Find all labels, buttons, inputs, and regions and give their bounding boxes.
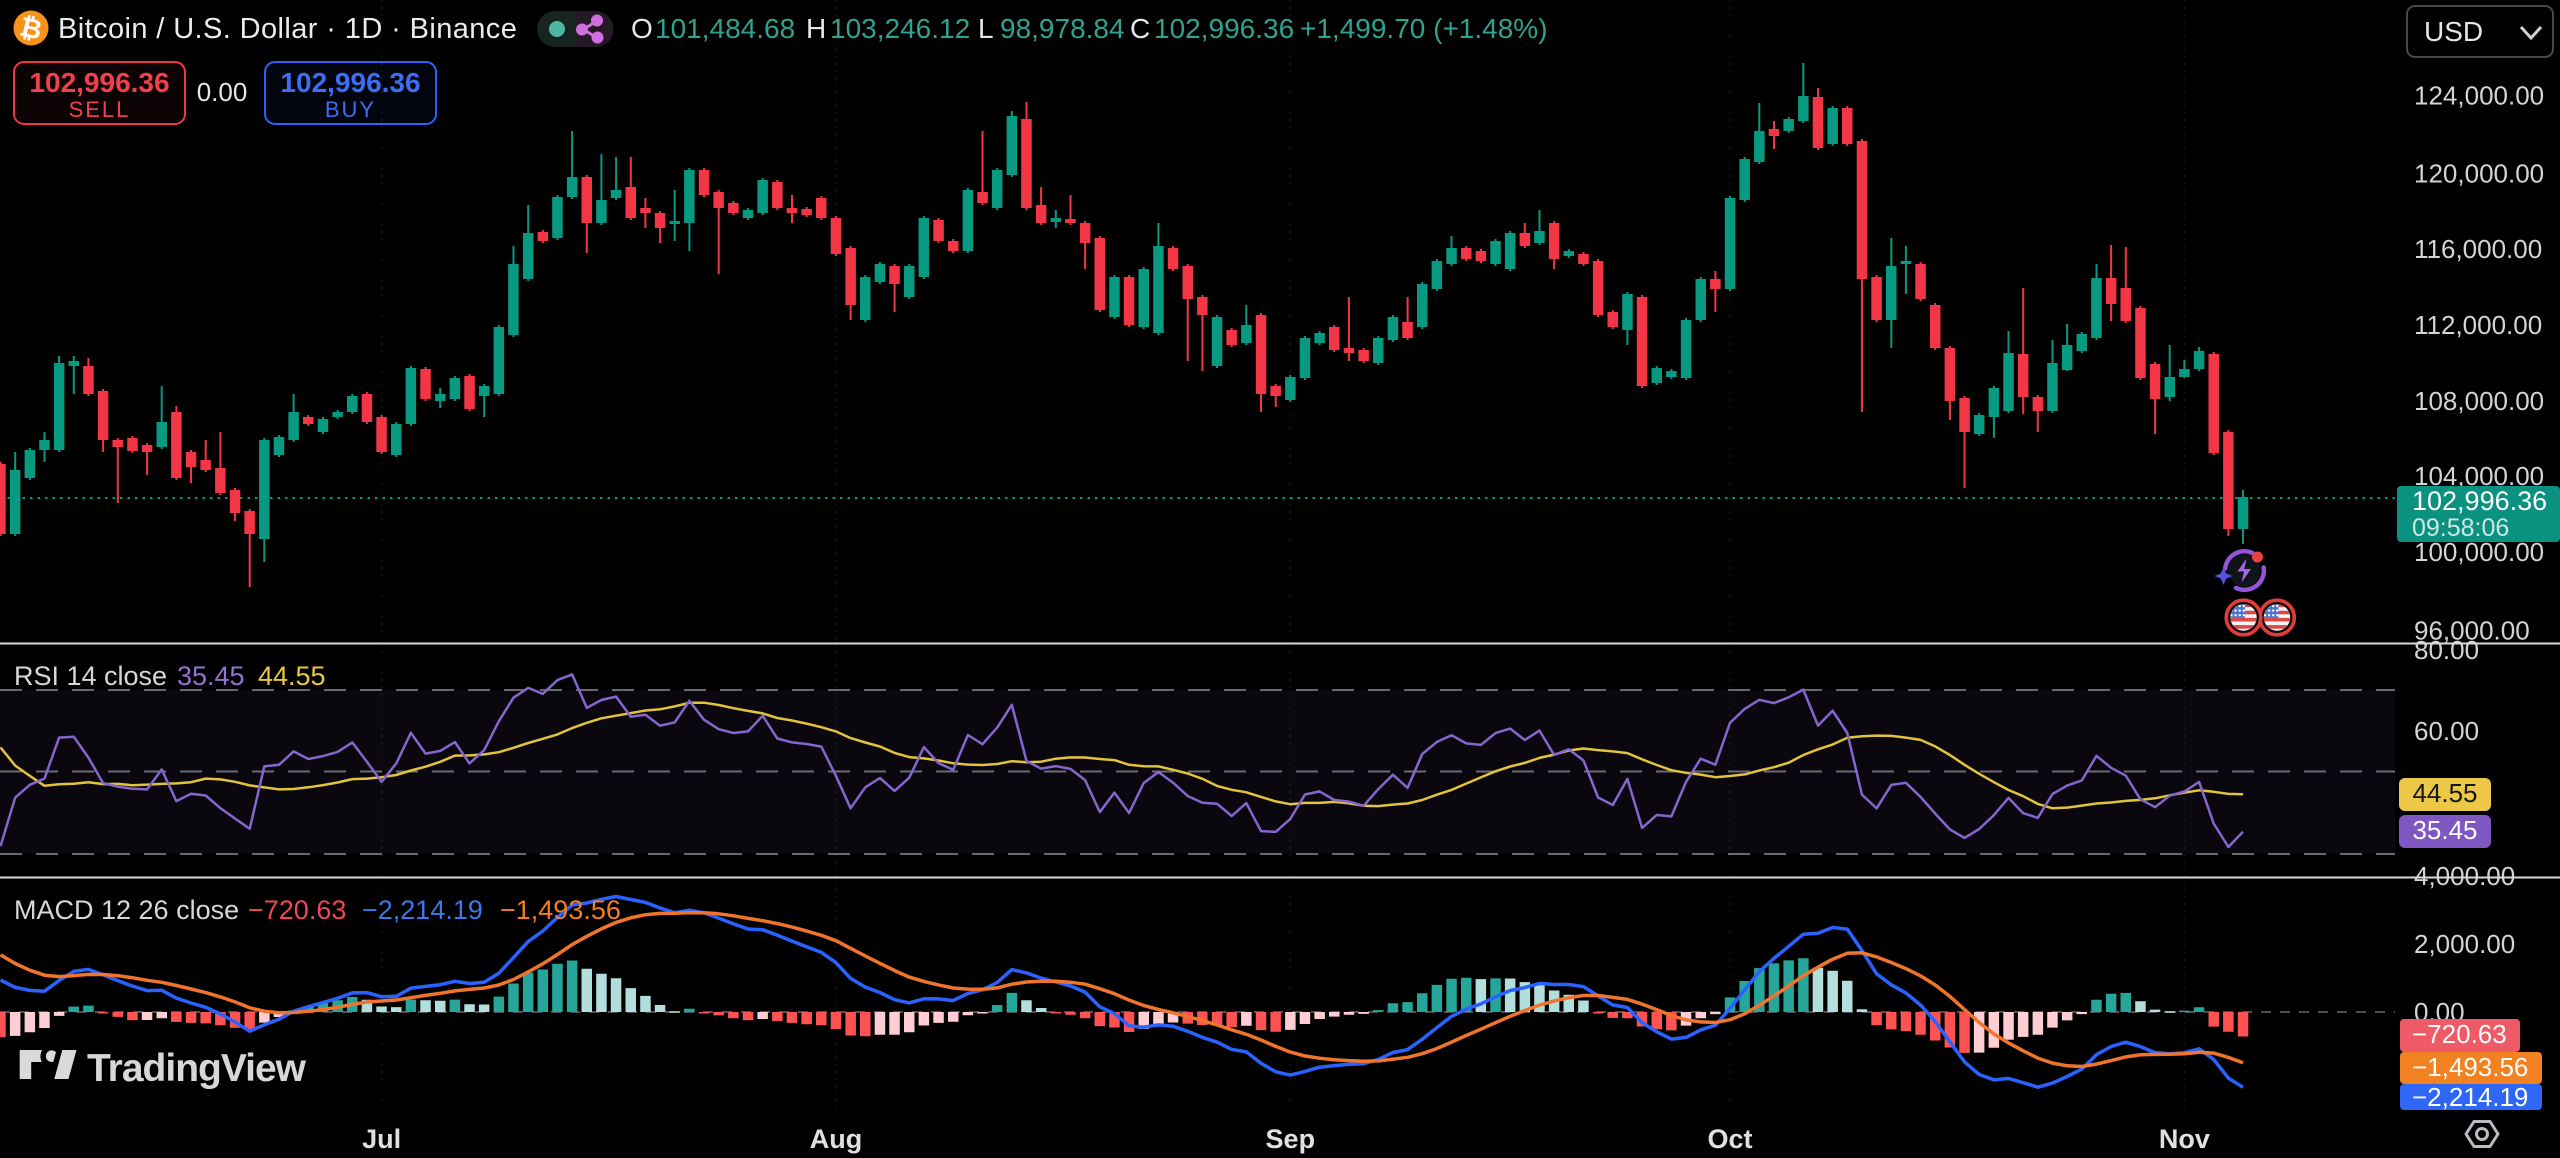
- svg-text:09:58:06: 09:58:06: [2412, 514, 2509, 542]
- svg-text:Nov: Nov: [2159, 1124, 2210, 1154]
- svg-text:96,000.00: 96,000.00: [2414, 616, 2530, 646]
- svg-text:108,000.00: 108,000.00: [2414, 386, 2544, 416]
- svg-text:124,000.00: 124,000.00: [2414, 81, 2544, 111]
- svg-text:80.00: 80.00: [2414, 635, 2479, 665]
- svg-text:102,996.36: 102,996.36: [29, 67, 169, 98]
- svg-text:Oct: Oct: [1708, 1124, 1753, 1154]
- svg-text:TradingView: TradingView: [87, 1047, 307, 1090]
- svg-text:2,000.00: 2,000.00: [2414, 929, 2515, 959]
- svg-text:Aug: Aug: [810, 1124, 862, 1154]
- svg-text:−2,214.19: −2,214.19: [2412, 1082, 2528, 1112]
- svg-text:MACD 12 26 close−720.63−2,214.: MACD 12 26 close −720.63 −2,214.19 −1,493.5…: [14, 895, 621, 925]
- svg-text:Bitcoin / U.S. Dollar · 1D · B: Bitcoin / U.S. Dollar · 1D · Binance: [58, 13, 517, 45]
- svg-text:−1,493.56: −1,493.56: [2412, 1052, 2528, 1082]
- svg-text:Jul: Jul: [362, 1124, 401, 1154]
- svg-text:4,000.00: 4,000.00: [2414, 861, 2515, 891]
- svg-text:112,000.00: 112,000.00: [2414, 310, 2542, 340]
- svg-text:−720.63: −720.63: [2412, 1019, 2507, 1049]
- svg-text:102,996.36: 102,996.36: [2412, 486, 2547, 516]
- svg-text:USD: USD: [2424, 16, 2483, 47]
- svg-text:35.45: 35.45: [2412, 815, 2477, 845]
- svg-text:Sep: Sep: [1266, 1124, 1316, 1154]
- svg-text:120,000.00: 120,000.00: [2414, 159, 2544, 189]
- svg-text:44.55: 44.55: [2412, 778, 2477, 808]
- svg-text:BUY: BUY: [325, 97, 376, 122]
- svg-text:60.00: 60.00: [2414, 716, 2479, 746]
- svg-text:102,996.36: 102,996.36: [280, 67, 420, 98]
- svg-text:SELL: SELL: [69, 97, 131, 122]
- svg-text:116,000.00: 116,000.00: [2414, 234, 2542, 264]
- svg-text:0.00: 0.00: [197, 77, 248, 107]
